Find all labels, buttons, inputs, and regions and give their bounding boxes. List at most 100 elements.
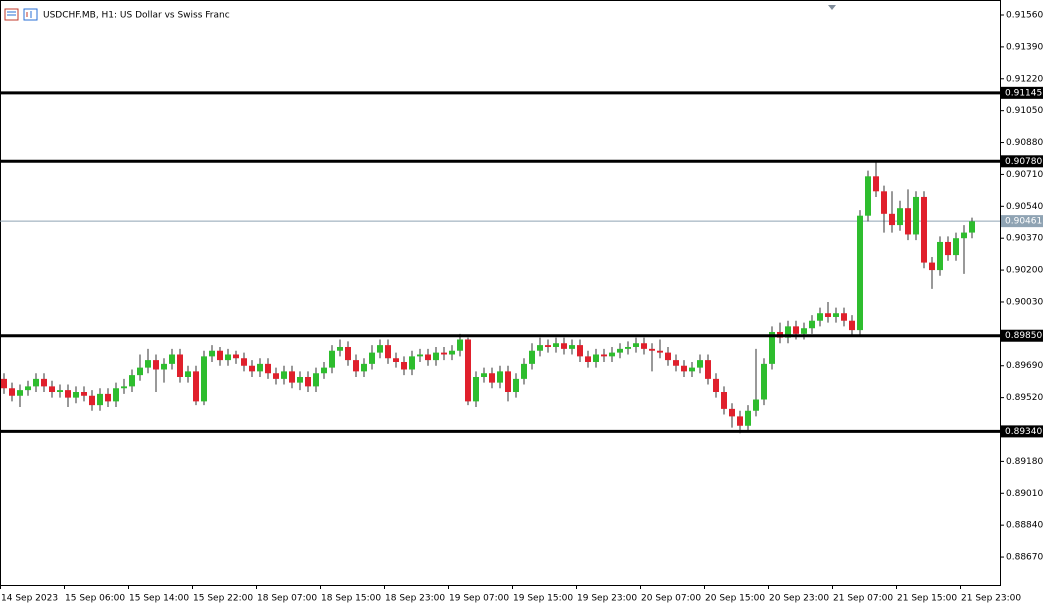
candle-body — [945, 241, 951, 256]
candle-body — [193, 371, 199, 402]
y-tick-label: 0.91560 — [1006, 11, 1043, 21]
y-tick-label: 0.91390 — [1006, 42, 1043, 52]
y-tick-label: 0.91050 — [1006, 106, 1043, 116]
y-tick-label: 0.90030 — [1006, 297, 1043, 307]
candle-body — [105, 393, 111, 402]
candle-body — [617, 348, 623, 353]
x-tick-label: 15 Sep 22:00 — [193, 594, 253, 604]
candle-body — [401, 361, 407, 370]
candle-body — [577, 345, 583, 357]
current-price-box — [1001, 215, 1043, 228]
candle-body — [537, 345, 543, 351]
candle-body — [73, 392, 79, 398]
candle-body — [345, 346, 351, 361]
y-tick-label: 0.88840 — [1006, 521, 1043, 531]
y-tick-label: 0.90200 — [1006, 266, 1043, 276]
candle-body — [33, 378, 39, 387]
candle-body — [65, 390, 71, 398]
level-label-box — [1001, 329, 1043, 342]
candle-body — [457, 339, 463, 351]
x-tick-label: 19 Sep 07:00 — [449, 594, 509, 604]
x-tick-label: 20 Sep 15:00 — [705, 594, 765, 604]
candle-body — [825, 313, 831, 317]
candle-body — [713, 378, 719, 393]
y-tick-label: 0.90540 — [1006, 202, 1043, 212]
shift-marker — [828, 5, 836, 10]
candle-body — [329, 350, 335, 368]
candle-body — [369, 352, 375, 364]
candle-body — [425, 354, 431, 361]
x-tick-label: 21 Sep 23:00 — [961, 594, 1021, 604]
candle-body — [177, 354, 183, 377]
candle-body — [161, 363, 167, 370]
candle-body — [201, 356, 207, 402]
candle-body — [657, 350, 663, 353]
candle-body — [377, 345, 383, 353]
y-tick-label: 0.90710 — [1006, 170, 1043, 180]
candle-body — [809, 320, 815, 329]
candle-body — [561, 343, 567, 349]
candle-body — [625, 346, 631, 349]
candle-body — [505, 371, 511, 393]
candle-body — [609, 352, 615, 357]
candle-body — [601, 354, 607, 357]
candle-body — [409, 356, 415, 370]
candle-body — [385, 345, 391, 359]
candle-body — [25, 386, 31, 391]
candle-body — [737, 416, 743, 426]
level-label: 0.89340 — [1005, 427, 1042, 437]
candle-body — [865, 176, 871, 216]
y-tick-label: 0.91220 — [1006, 74, 1043, 84]
candle-body — [337, 346, 343, 351]
candle-body — [929, 262, 935, 271]
candle-body — [513, 378, 519, 393]
candle-body — [41, 378, 47, 387]
candle-body — [113, 388, 119, 402]
candle-body — [225, 354, 231, 361]
candle-body — [745, 410, 751, 426]
candle-body — [833, 313, 839, 317]
level-label-box — [1001, 86, 1043, 99]
chart-title: USDCHF.MB, H1: US Dollar vs Swiss Franc — [43, 11, 230, 21]
x-tick-label: 18 Sep 07:00 — [257, 594, 317, 604]
candle-body — [641, 343, 647, 349]
candle-body — [649, 348, 655, 351]
candle-body — [121, 386, 127, 389]
candle-body — [553, 343, 559, 347]
candle-body — [417, 354, 423, 357]
candle-body — [697, 360, 703, 368]
candle-body — [233, 354, 239, 359]
candle-body — [137, 367, 143, 376]
candle-body — [393, 358, 399, 362]
candle-body — [729, 408, 735, 417]
candle-body — [769, 331, 775, 364]
x-tick-label: 21 Sep 07:00 — [833, 594, 893, 604]
candle-body — [449, 350, 455, 355]
candle-body — [49, 386, 55, 393]
candle-body — [881, 191, 887, 214]
current-price-label: 0.90461 — [1005, 217, 1042, 227]
x-tick-label: 20 Sep 07:00 — [641, 594, 701, 604]
candle-body — [953, 238, 959, 256]
candle-body — [937, 241, 943, 271]
x-tick-label: 15 Sep 14:00 — [129, 594, 189, 604]
candle-body — [897, 208, 903, 226]
candle-body — [129, 375, 135, 387]
candle-body — [441, 352, 447, 355]
candle-body — [145, 360, 151, 368]
candle-body — [81, 392, 87, 396]
candle-body — [361, 363, 367, 372]
x-tick-label: 18 Sep 15:00 — [321, 594, 381, 604]
candle-body — [545, 345, 551, 347]
candle-body — [665, 352, 671, 361]
candle-body — [185, 371, 191, 377]
y-tick-label: 0.89010 — [1006, 489, 1043, 499]
candle-body — [673, 360, 679, 366]
candle-body — [793, 326, 799, 334]
candle-body — [353, 360, 359, 372]
candle-body — [281, 371, 287, 379]
y-tick-label: 0.89180 — [1006, 457, 1043, 467]
candle-body — [249, 365, 255, 372]
y-tick-label: 0.89690 — [1006, 361, 1043, 371]
candle-body — [521, 363, 527, 379]
